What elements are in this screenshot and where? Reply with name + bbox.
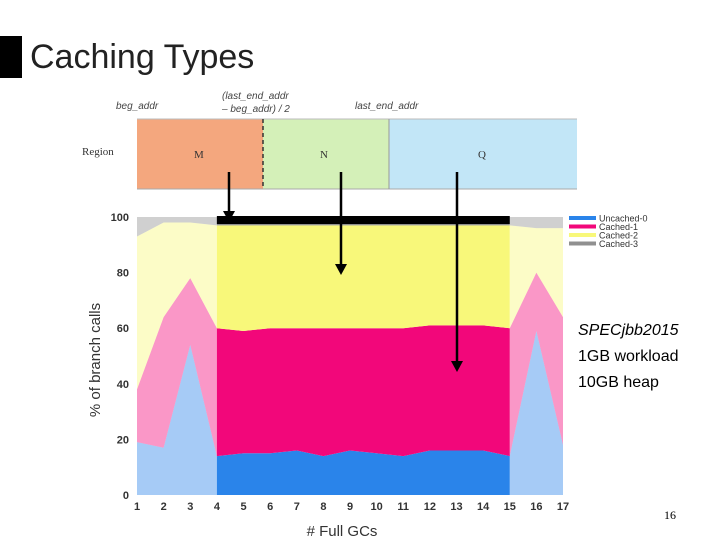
x-tick-label: 6 [267,501,273,513]
y-tick-label: 80 [117,268,129,280]
area-cached-3-segment-1 [137,217,217,237]
legend-label-cached-3: Cached-3 [599,239,638,249]
x-tick-label: 3 [187,501,193,513]
region-m-label: M [194,149,204,161]
y-axis-title: % of branch calls [87,303,104,417]
x-tick-label: 5 [240,501,246,513]
legend-swatch-cached-3 [569,241,596,246]
area-cached-2-segment-2 [216,225,510,331]
arrow-region-q-head [451,361,463,372]
region-top-label-beg: beg_addr [116,101,159,112]
region-top-label-last: last_end_addr [355,101,419,112]
legend-swatch-uncached-0 [569,216,596,220]
region-n-box [263,119,389,189]
chart-areas [137,217,563,495]
y-tick-label: 0 [123,490,129,502]
note-line-benchmark: SPECjbb2015 [578,322,679,339]
x-tick-label: 17 [557,501,569,513]
x-tick-label: 16 [530,501,542,513]
area-cached-1-segment-1 [137,278,217,457]
y-tick-label: 20 [117,434,129,446]
x-tick-label: 2 [161,501,167,513]
region-n-label: N [320,149,328,161]
page-number: 16 [664,508,676,522]
benchmark-note: SPECjbb2015 1GB workload 10GB heap [578,318,679,396]
x-tick-label: 13 [450,501,462,513]
area-cached-2-segment-1 [137,222,217,390]
note-line-workload: 1GB workload [578,348,679,365]
x-tick-label: 9 [347,501,353,513]
area-uncached-0-segment-2 [216,450,510,495]
cached-3-band [216,216,510,224]
legend-label-cached-2: Cached-2 [599,231,638,241]
area-cached-1-segment-3 [509,272,563,457]
region-top-label-mid-2: – beg_addr) / 2 [221,104,290,115]
y-tick-label: 60 [117,323,129,335]
region-top-label-mid-1: (last_end_addr [222,91,289,102]
x-tick-label: 1 [134,501,140,513]
slide-title: Caching Types [30,38,255,76]
arrow-region-n-head [335,264,347,275]
region-q-label: Q [478,149,486,161]
region-m-box [137,119,263,189]
legend-label-uncached-0: Uncached-0 [599,214,648,224]
x-tick-label: 7 [294,501,300,513]
region-q-box [389,119,577,189]
x-tick-label: 15 [504,501,516,513]
title-accent-bar [0,36,22,78]
area-uncached-0-segment-1 [137,344,217,495]
legend-swatch-cached-1 [569,224,596,229]
x-tick-label: 4 [214,501,221,513]
note-line-heap: 10GB heap [578,374,659,391]
y-tick-label: 40 [117,379,129,391]
arrow-region-m-head [223,211,235,222]
area-cached-3-segment-3 [509,217,563,229]
x-axis-title: # Full GCs [307,523,378,540]
area-cached-2-segment-3 [509,225,563,329]
region-row-label: Region [82,146,114,158]
y-axis-ticks: 0 20 40 60 80 100 [111,212,129,502]
x-tick-label: 11 [397,501,409,513]
x-tick-label: 10 [371,501,383,513]
x-tick-label: 14 [477,501,490,513]
x-tick-label: 8 [320,501,326,513]
legend-swatch-cached-2 [569,233,596,237]
region-diagram: beg_addr (last_end_addr – beg_addr) / 2 … [82,91,577,190]
region-arrows [216,172,510,372]
legend-label-cached-1: Cached-1 [599,222,638,232]
area-uncached-0-segment-3 [509,330,563,495]
y-tick-label: 100 [111,212,129,224]
area-cached-1-segment-2 [216,325,510,457]
x-axis-ticks: 1 2 3 4 5 6 7 8 9 10 11 12 13 14 15 16 17 [134,501,569,513]
x-tick-label: 12 [424,501,436,513]
